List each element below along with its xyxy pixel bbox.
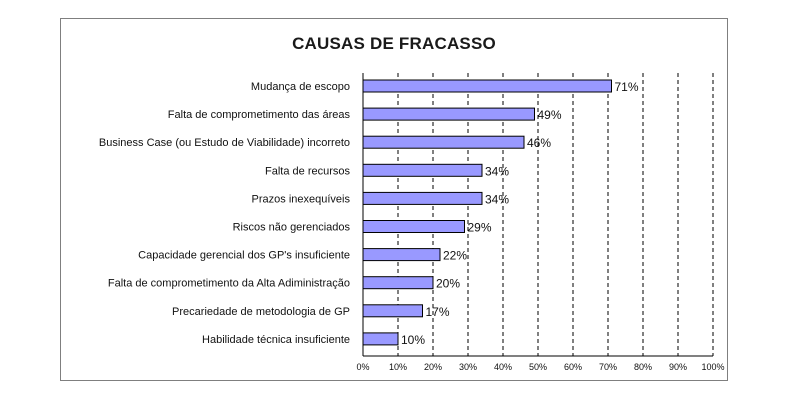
- x-tick-label: 40%: [494, 362, 512, 372]
- category-label: Riscos não gerenciados: [233, 222, 351, 234]
- bar: [362, 79, 612, 93]
- x-tick-label: 70%: [599, 362, 617, 372]
- data-label: 46%: [527, 136, 551, 150]
- bar: [362, 276, 434, 290]
- bar: [362, 191, 483, 205]
- category-label: Mudança de escopo: [251, 81, 350, 93]
- x-tick-label: 90%: [669, 362, 687, 372]
- category-label: Precariedade de metodologia de GP: [172, 306, 350, 318]
- category-label: Falta de recursos: [265, 165, 350, 177]
- bar: [362, 135, 525, 149]
- bar: [362, 304, 423, 318]
- chart-title: CAUSAS DE FRACASSO: [292, 34, 496, 53]
- data-label: 10%: [401, 333, 425, 347]
- bar: [362, 163, 483, 177]
- data-label: 34%: [485, 192, 509, 206]
- x-tick-label: 60%: [564, 362, 582, 372]
- x-tick-label: 50%: [529, 362, 547, 372]
- bar: [362, 248, 441, 262]
- data-label: 29%: [468, 221, 492, 235]
- bars: [362, 79, 612, 346]
- x-tick-label: 100%: [701, 362, 724, 372]
- bar: [362, 107, 535, 121]
- data-label: 20%: [436, 277, 460, 291]
- bar: [362, 332, 399, 346]
- category-label: Prazos inexequíveis: [252, 193, 351, 205]
- category-label: Habilidade técnica insuficiente: [202, 334, 350, 346]
- category-label: Falta de comprometimento da Alta Adimini…: [108, 278, 350, 290]
- bar: [362, 220, 465, 233]
- x-tick-label: 20%: [424, 362, 442, 372]
- labels: 0% 10% 20% 30% 40% 50% 60% 70% 80% 90% 100% Mudança…: [99, 80, 725, 372]
- data-label: 34%: [485, 164, 509, 178]
- category-label: Falta de comprometimento das áreas: [168, 109, 351, 121]
- data-label: 71%: [615, 80, 639, 94]
- x-tick-label: 0%: [356, 362, 369, 372]
- x-tick-label: 80%: [634, 362, 652, 372]
- category-label: Capacidade gerencial dos GP's insuficien…: [138, 250, 350, 262]
- data-label: 22%: [443, 249, 467, 263]
- data-label: 17%: [426, 305, 450, 319]
- category-label: Business Case (ou Estudo de Viabilidade)…: [99, 137, 350, 149]
- x-tick-label: 30%: [459, 362, 477, 372]
- x-tick-label: 10%: [389, 362, 407, 372]
- data-label: 49%: [538, 108, 562, 122]
